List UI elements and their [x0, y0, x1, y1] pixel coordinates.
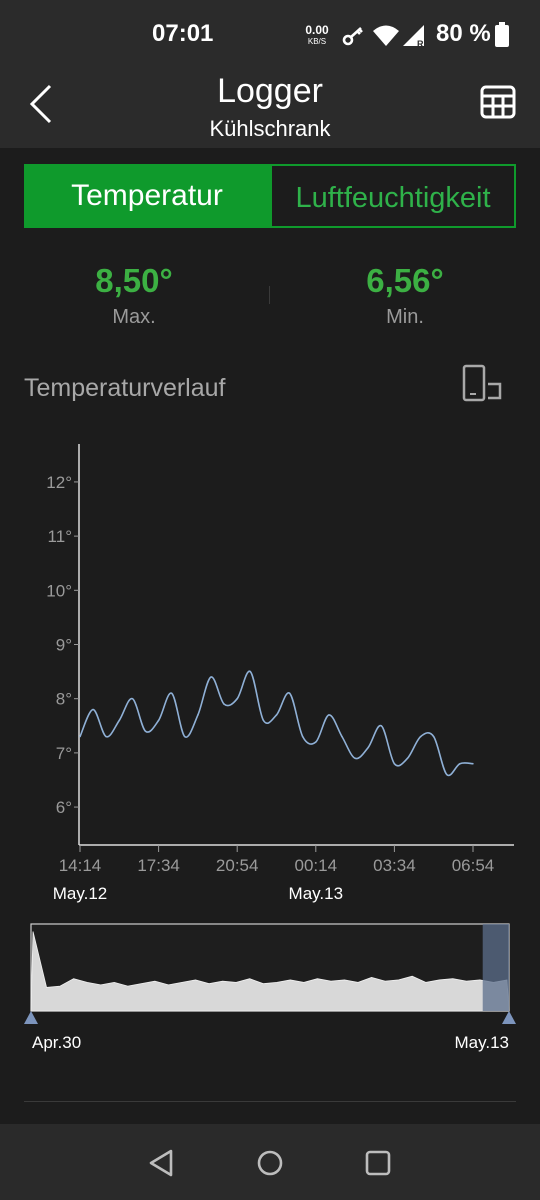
- data-point: [157, 719, 160, 722]
- nav-home-icon[interactable]: [253, 1146, 287, 1180]
- data-point: [446, 773, 448, 776]
- page-subtitle: Kühlschrank: [209, 116, 331, 141]
- data-point: [105, 735, 107, 738]
- nav-recents-icon[interactable]: [361, 1146, 395, 1180]
- max-stat: 8,50° Max.: [34, 262, 234, 329]
- data-point: [459, 762, 461, 765]
- tab-luftfeuchtigkeit[interactable]: Luftfeuchtigkeit: [270, 164, 516, 228]
- navigator-end-handle[interactable]: [502, 1011, 516, 1024]
- x-tick-label: 03:34: [373, 856, 416, 875]
- data-point: [341, 735, 343, 738]
- bottom-divider: [24, 1101, 516, 1102]
- tab-bar: Temperatur Luftfeuchtigkeit: [24, 164, 516, 228]
- status-time: 07:01: [152, 20, 214, 47]
- data-point: [197, 714, 199, 716]
- min-value: 6,56°: [366, 262, 444, 299]
- y-tick-label: 6°: [56, 798, 72, 817]
- tab-temperatur[interactable]: Temperatur: [24, 164, 270, 228]
- x-tick-label: 17:34: [137, 856, 180, 875]
- network-speed-unit: KB/S: [307, 37, 327, 46]
- svg-text:R: R: [417, 39, 424, 48]
- temperature-chart[interactable]: 12° 11° 10° 9° 8° 7° 6° 14:14 17:34 20:54 00:14 03:…: [0, 430, 540, 1060]
- data-point: [131, 697, 134, 700]
- data-point: [301, 735, 304, 738]
- data-point: [79, 735, 81, 738]
- y-tick-label: 10°: [46, 581, 72, 600]
- y-tick-label: 8°: [56, 690, 72, 709]
- y-tick-label: 11°: [48, 527, 72, 546]
- system-nav-bar: [0, 1124, 540, 1200]
- data-point: [184, 735, 186, 738]
- data-point: [275, 714, 278, 716]
- data-point: [118, 719, 121, 722]
- date-label: May.13: [289, 884, 344, 903]
- y-tick-label: 12°: [46, 473, 72, 492]
- data-point: [223, 703, 225, 705]
- data-point: [170, 692, 173, 695]
- nav-back-icon[interactable]: [145, 1146, 179, 1180]
- rotate-screen-icon[interactable]: [460, 364, 506, 404]
- navigator-start-label: Apr.30: [32, 1033, 81, 1052]
- data-point: [419, 735, 422, 738]
- x-tick-label: 20:54: [216, 856, 259, 875]
- data-point: [472, 762, 474, 765]
- data-point: [406, 757, 409, 760]
- x-tick-label: 14:14: [59, 856, 102, 875]
- status-bar: 07:01 0.00 KB/S R 80 %: [0, 0, 540, 70]
- data-point: [144, 730, 147, 733]
- data-point: [328, 714, 330, 716]
- data-point: [92, 708, 94, 711]
- page-title: Logger: [217, 72, 323, 110]
- network-speed: 0.00 KB/S: [300, 23, 334, 47]
- data-point: [354, 757, 356, 760]
- key-icon: [342, 27, 363, 46]
- y-tick-label: 7°: [56, 744, 72, 763]
- date-label: May.12: [53, 884, 108, 903]
- navigator-start-handle[interactable]: [24, 1011, 38, 1024]
- battery-percent: 80 %: [436, 20, 491, 47]
- network-speed-value: 0.00: [305, 23, 329, 37]
- data-point: [210, 676, 212, 678]
- data-point: [249, 670, 252, 673]
- data-point: [393, 762, 396, 765]
- navigator-selection[interactable]: [482, 924, 509, 1011]
- max-value: 8,50°: [95, 262, 173, 299]
- table-view-icon[interactable]: [478, 82, 518, 122]
- battery-icon: [495, 22, 509, 47]
- data-point: [432, 735, 435, 738]
- max-label: Max.: [112, 306, 156, 328]
- data-point: [315, 741, 317, 743]
- x-tick-label: 00:14: [295, 856, 338, 875]
- section-title: Temperaturverlauf: [24, 374, 226, 402]
- data-point: [262, 719, 265, 722]
- min-stat: 6,56° Min.: [305, 262, 505, 329]
- data-point: [367, 746, 370, 749]
- data-point: [236, 697, 238, 700]
- navigator-area: [30, 931, 510, 1012]
- signal-icon: R: [403, 25, 424, 48]
- navigator-end-label: May.13: [455, 1033, 510, 1052]
- y-tick-label: 9°: [56, 636, 72, 655]
- app-bar: Logger Kühlschrank: [0, 70, 540, 148]
- back-arrow-icon[interactable]: [22, 84, 62, 124]
- wifi-icon: [373, 25, 399, 46]
- data-point: [380, 724, 383, 727]
- x-tick-label: 06:54: [452, 856, 495, 875]
- stat-divider: [269, 286, 270, 304]
- min-label: Min.: [386, 306, 424, 328]
- data-point: [288, 692, 291, 695]
- temperature-series-line: [79, 670, 474, 777]
